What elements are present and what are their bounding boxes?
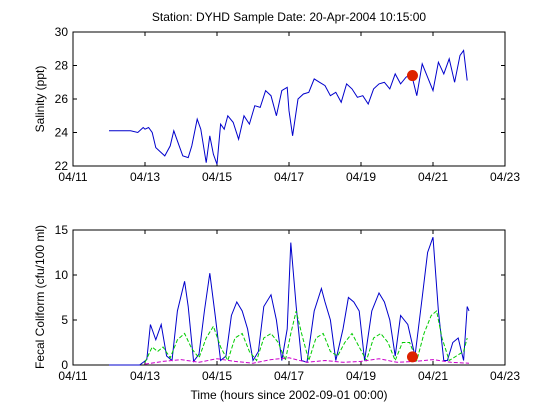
coliform-sample-point — [406, 351, 418, 363]
coliform-y-axis-label: Fecal Coliform (cfu/100 ml) — [33, 225, 47, 369]
salinity-x-tick-label: 04/19 — [346, 170, 376, 184]
salinity-y-tick-label: 30 — [55, 25, 69, 39]
salinity-y-tick-label: 22 — [55, 159, 69, 173]
salinity-series-line-0 — [109, 49, 468, 165]
coliform-x-tick-label: 04/19 — [346, 369, 376, 383]
salinity-x-tick-label: 04/15 — [202, 170, 232, 184]
coliform-y-tick-label: 0 — [61, 358, 68, 372]
coliform-series-line-1 — [144, 310, 468, 363]
salinity-series — [109, 49, 468, 165]
salinity-sample-point — [406, 70, 418, 82]
coliform-panel: 04/11 04/13 04/15 04/17 04/19 04/21 04/23 0 5 10 1… — [33, 223, 520, 402]
salinity-panel: 04/11 04/13 04/15 04/17 04/19 04/21 04/23 22 24 2… — [33, 25, 520, 184]
coliform-y-tick-label: 5 — [61, 313, 68, 327]
coliform-series — [109, 237, 470, 366]
salinity-x-tick-label: 04/11 — [58, 170, 87, 184]
salinity-y-tick-label: 28 — [55, 59, 69, 73]
chart-title: Station: DYHD Sample Date: 20-Apr-2004 1… — [152, 10, 426, 24]
coliform-ticks: 04/11 04/13 04/15 04/17 04/19 04/21 04/23 0 5 10 1… — [55, 223, 521, 383]
coliform-x-tick-label: 04/11 — [58, 369, 87, 383]
salinity-y-tick-label: 26 — [55, 92, 69, 106]
coliform-x-tick-label: 04/15 — [202, 369, 232, 383]
coliform-series-line-0 — [109, 237, 470, 366]
salinity-y-axis-label: Salinity (ppt) — [33, 66, 47, 133]
coliform-x-tick-label: 04/13 — [130, 369, 160, 383]
coliform-x-axis-label: Time (hours since 2002-09-01 00:00) — [191, 388, 388, 402]
coliform-y-tick-label: 10 — [55, 268, 69, 282]
salinity-x-tick-label: 04/23 — [490, 170, 520, 184]
salinity-y-tick-label: 24 — [55, 126, 69, 140]
coliform-x-tick-label: 04/21 — [418, 369, 448, 383]
coliform-y-tick-label: 15 — [55, 223, 69, 237]
salinity-x-tick-label: 04/17 — [274, 170, 304, 184]
salinity-ticks: 04/11 04/13 04/15 04/17 04/19 04/21 04/23 22 24 2… — [55, 25, 521, 184]
coliform-x-tick-label: 04/23 — [490, 369, 520, 383]
coliform-x-tick-label: 04/17 — [274, 369, 304, 383]
salinity-x-tick-label: 04/13 — [130, 170, 160, 184]
salinity-x-tick-label: 04/21 — [418, 170, 448, 184]
